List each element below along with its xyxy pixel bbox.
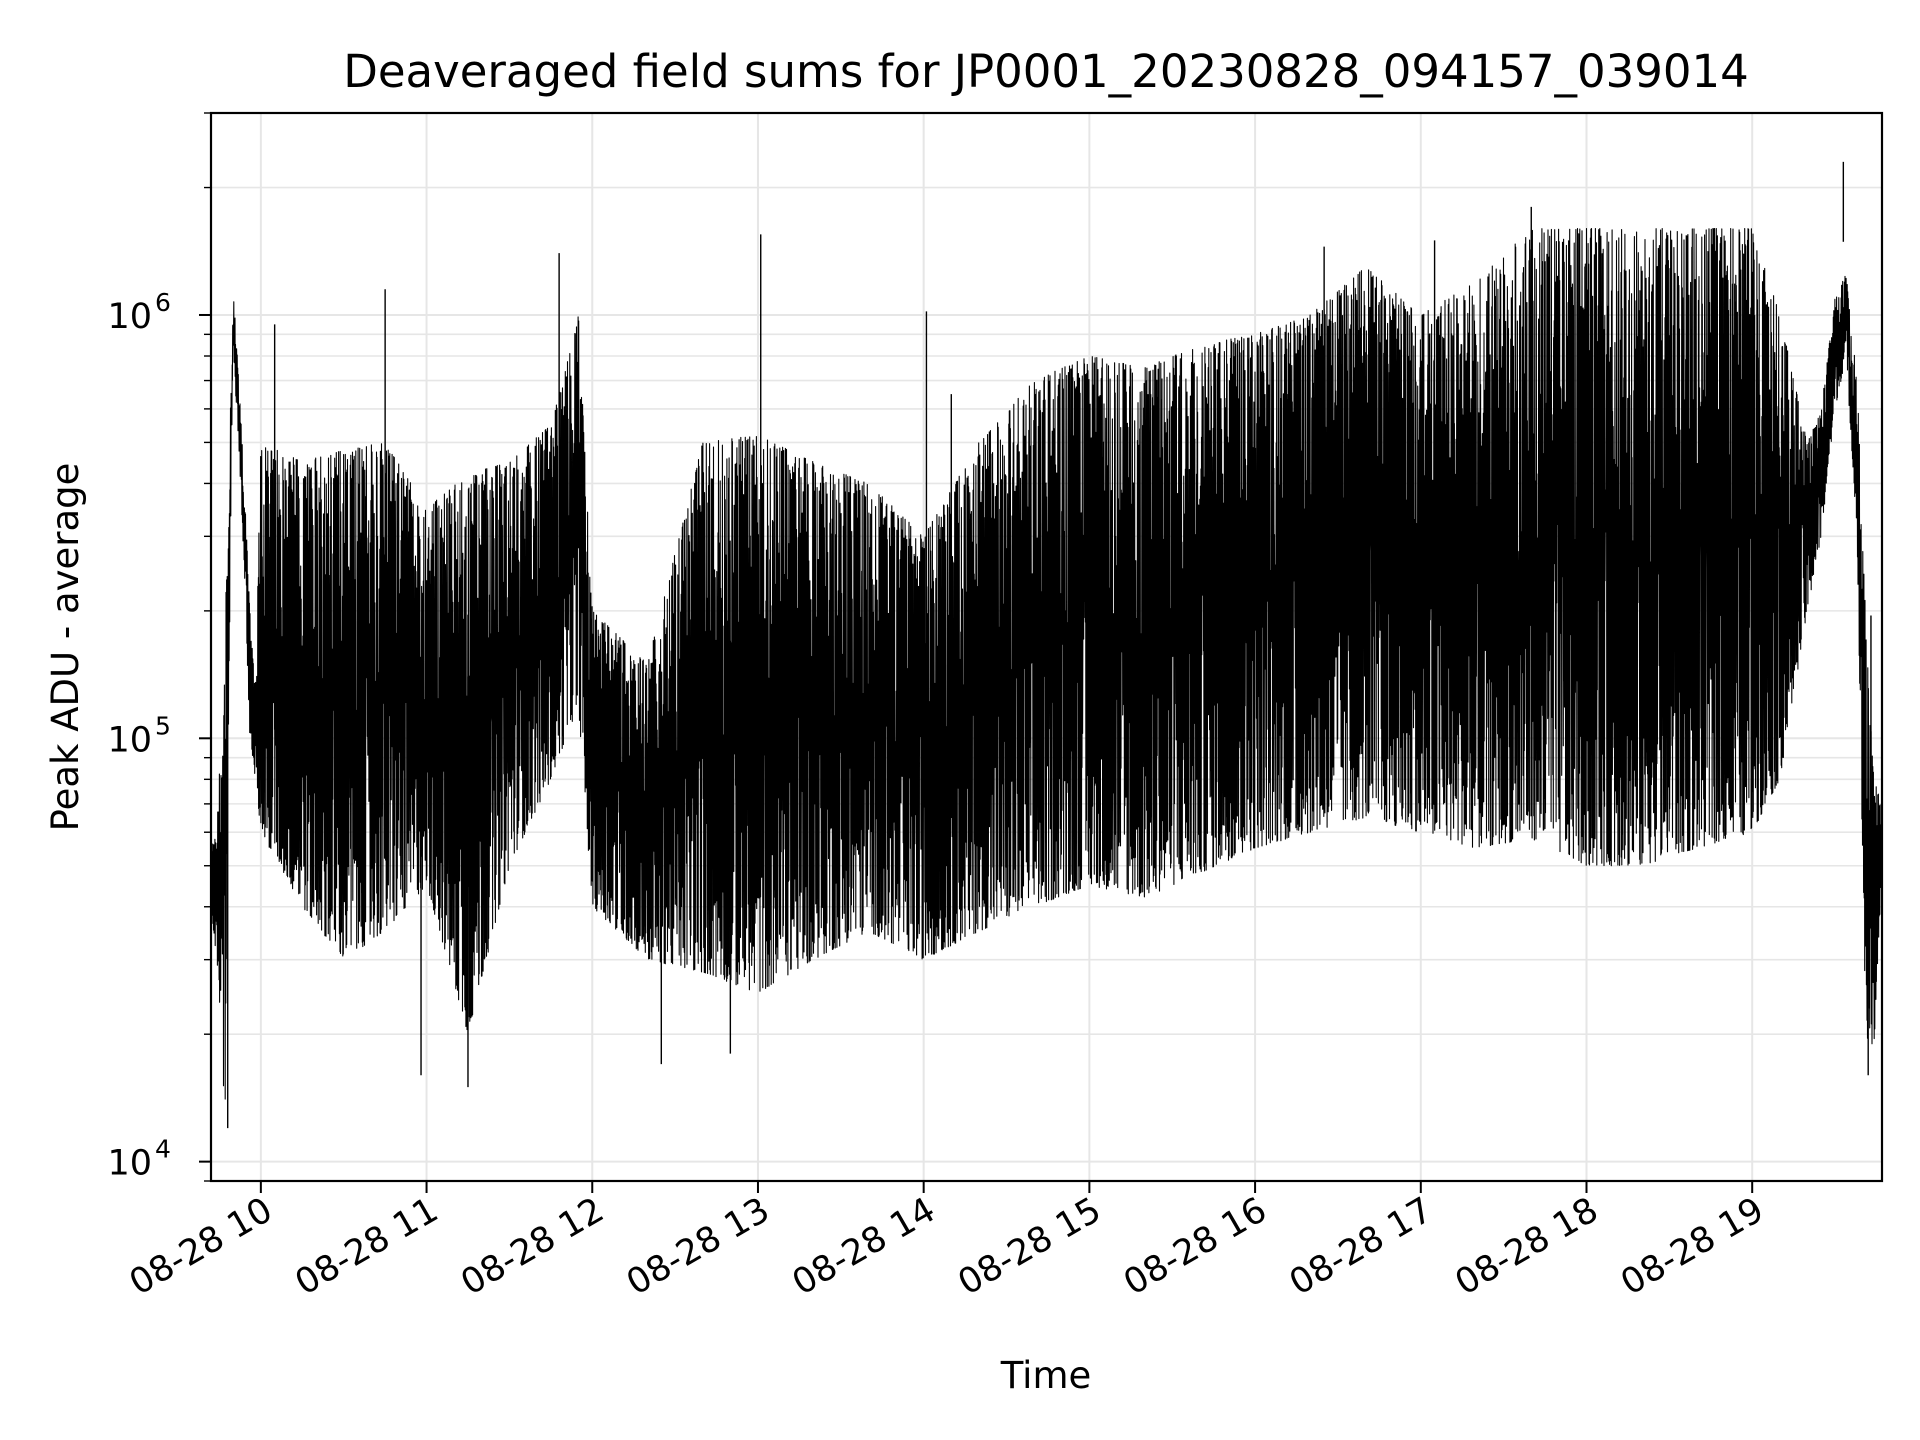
y-tick-label: 10 [107, 297, 152, 337]
y-axis-label: Peak ADU - average [44, 463, 87, 832]
x-axis-label: Time [1000, 1354, 1092, 1397]
data-line [210, 228, 1883, 1100]
y-tick-label: 10 [107, 1144, 152, 1184]
y-tick-label: 10 [107, 720, 152, 760]
chart-title: Deaveraged field sums for JP0001_2023082… [343, 45, 1749, 98]
data-series [210, 161, 1883, 1129]
plot-frame [209, 111, 1884, 1183]
y-tick-exponent: 5 [155, 711, 171, 740]
y-tick-exponent: 4 [155, 1135, 171, 1164]
y-tick-exponent: 6 [155, 288, 171, 317]
